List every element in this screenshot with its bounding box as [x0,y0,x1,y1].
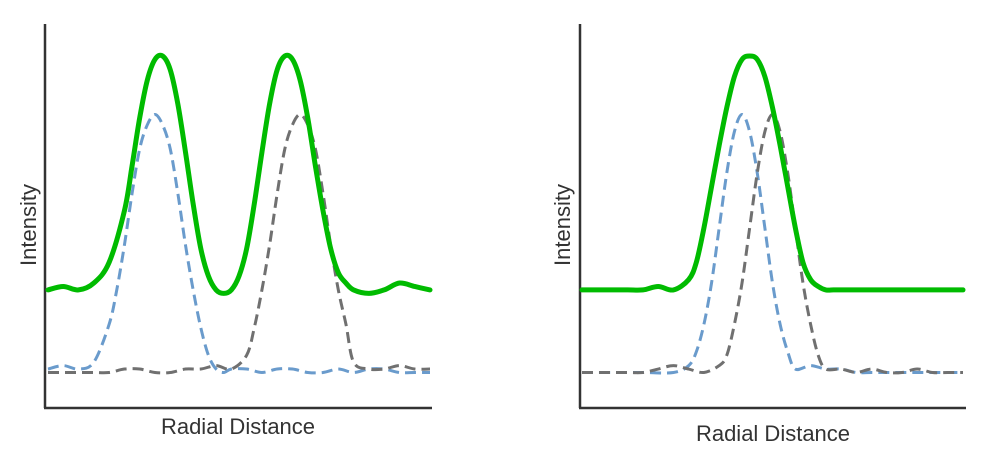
left-panel: Radial Distance Intensity [16,24,433,439]
right-second-component-line [582,112,963,375]
left-y-axis-label: Intensity [16,184,41,266]
right-x-axis-label: Radial Distance [696,421,850,446]
right-series-layer [579,53,966,375]
left-x-axis-label: Radial Distance [161,414,315,439]
right-panel: Radial Distance Intensity [550,24,966,446]
right-first-component-line [582,112,963,375]
left-second-component-line [48,112,431,375]
left-first-component-line [47,112,430,375]
right-signal-sum-line [579,53,966,293]
left-series-layer [45,52,433,375]
right-y-axis-label: Intensity [550,184,575,266]
left-signal-sum-line [45,52,433,296]
